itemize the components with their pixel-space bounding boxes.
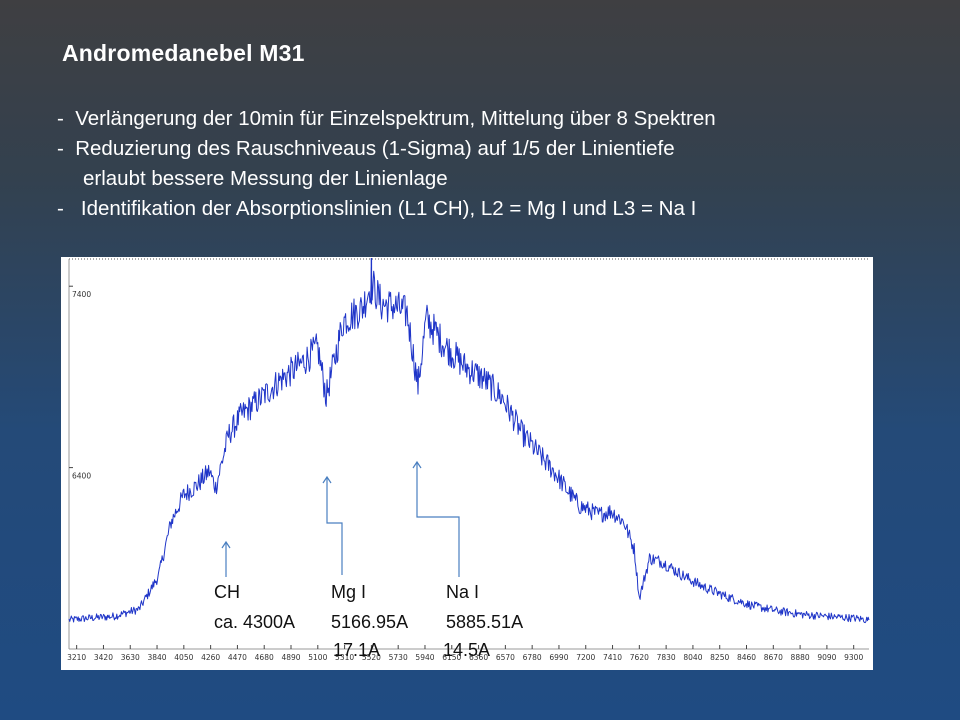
mg-arrow xyxy=(326,477,343,575)
x-tick-label: 8670 xyxy=(764,653,783,662)
annotation-label-0-1: Mg I xyxy=(331,582,366,602)
x-tick-label: 8880 xyxy=(791,653,810,662)
x-tick-label: 5520 xyxy=(362,653,381,662)
annotation-label-1-1: 5166.95A xyxy=(331,612,408,632)
annotation-label-2-1: 14.5A xyxy=(443,640,490,660)
x-tick-label: 5310 xyxy=(335,653,354,662)
x-tick-label: 4470 xyxy=(228,653,247,662)
x-tick-label: 6150 xyxy=(442,653,461,662)
x-tick-label: 7620 xyxy=(630,653,649,662)
x-tick-label: 8250 xyxy=(710,653,729,662)
na-arrow-head xyxy=(412,460,422,469)
x-tick-label: 6570 xyxy=(496,653,515,662)
mg-arrow-head xyxy=(322,475,332,484)
x-tick-label: 4890 xyxy=(281,653,300,662)
x-tick-label: 5730 xyxy=(389,653,408,662)
ch-arrow-head xyxy=(221,540,231,549)
x-tick-label: 5100 xyxy=(308,653,327,662)
y-tick-label: 7400 xyxy=(72,290,91,299)
bullet-2: - Reduzierung des Rauschniveaus (1-Sigma… xyxy=(57,137,675,160)
x-tick-label: 7410 xyxy=(603,653,622,662)
x-tick-label: 9090 xyxy=(817,653,836,662)
x-tick-label: 7200 xyxy=(576,653,595,662)
x-tick-label: 4050 xyxy=(174,653,193,662)
x-tick-label: 4260 xyxy=(201,653,220,662)
bullet-3: - Identifikation der Absorptionslinien (… xyxy=(57,197,697,220)
na-arrow xyxy=(416,462,460,577)
annotation-label-1-0: ca. 4300A xyxy=(214,612,295,632)
slide-title: Andromedanebel M31 xyxy=(62,40,305,66)
annotation-label-0-2: Na I xyxy=(446,582,479,602)
x-tick-label: 3420 xyxy=(94,653,113,662)
annotation-label-0-0: CH xyxy=(214,582,240,602)
x-tick-label: 6360 xyxy=(469,653,488,662)
x-tick-label: 6780 xyxy=(523,653,542,662)
x-tick-label: 8040 xyxy=(683,653,702,662)
x-tick-label: 9300 xyxy=(844,653,863,662)
x-tick-label: 4680 xyxy=(255,653,274,662)
spectrum-svg: 7400 6400 3210 3420 3630 3840 4050 4260 4470 4680… xyxy=(67,258,870,662)
bullet-1: - Verlängerung der 10min für Einzelspekt… xyxy=(57,107,716,130)
bullet-2-continuation: erlaubt bessere Messung der Linienlage xyxy=(83,167,448,190)
x-tick-label: 3210 xyxy=(67,653,86,662)
x-tick-label: 8460 xyxy=(737,653,756,662)
spectrum-line xyxy=(68,266,870,624)
y-tick-label: 6400 xyxy=(72,472,91,481)
bullet-list: - Verlängerung der 10min für Einzelspekt… xyxy=(57,104,716,224)
annotation-label-2-0: 17.1A xyxy=(333,640,380,660)
x-tick-label: 3630 xyxy=(121,653,140,662)
x-tick-label: 3840 xyxy=(147,653,166,662)
x-tick-label: 6990 xyxy=(549,653,568,662)
x-tick-label: 5940 xyxy=(415,653,434,662)
annotation-label-1-2: 5885.51A xyxy=(446,612,523,632)
x-tick-label: 7830 xyxy=(657,653,676,662)
spectrum-plot: 7400 6400 3210 3420 3630 3840 4050 4260 4470 4680… xyxy=(61,257,873,670)
